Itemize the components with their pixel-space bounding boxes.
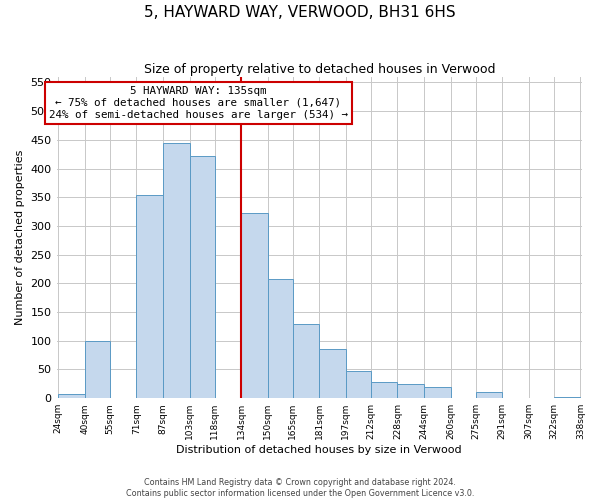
Bar xyxy=(371,382,397,398)
Bar xyxy=(241,214,268,398)
Bar xyxy=(190,156,215,398)
Bar xyxy=(293,324,319,398)
X-axis label: Distribution of detached houses by size in Verwood: Distribution of detached houses by size … xyxy=(176,445,462,455)
Text: 5 HAYWARD WAY: 135sqm
← 75% of detached houses are smaller (1,647)
24% of semi-d: 5 HAYWARD WAY: 135sqm ← 75% of detached … xyxy=(49,86,348,120)
Bar xyxy=(268,279,293,398)
Text: 5, HAYWARD WAY, VERWOOD, BH31 6HS: 5, HAYWARD WAY, VERWOOD, BH31 6HS xyxy=(144,5,456,20)
Bar xyxy=(476,392,502,398)
Bar xyxy=(136,195,163,398)
Y-axis label: Number of detached properties: Number of detached properties xyxy=(15,150,25,325)
Bar xyxy=(163,144,190,398)
Bar xyxy=(554,397,580,398)
Bar xyxy=(397,384,424,398)
Text: Contains HM Land Registry data © Crown copyright and database right 2024.
Contai: Contains HM Land Registry data © Crown c… xyxy=(126,478,474,498)
Bar xyxy=(58,394,85,398)
Bar xyxy=(346,370,371,398)
Title: Size of property relative to detached houses in Verwood: Size of property relative to detached ho… xyxy=(143,62,495,76)
Bar xyxy=(85,341,110,398)
Bar xyxy=(424,386,451,398)
Bar xyxy=(319,350,346,398)
